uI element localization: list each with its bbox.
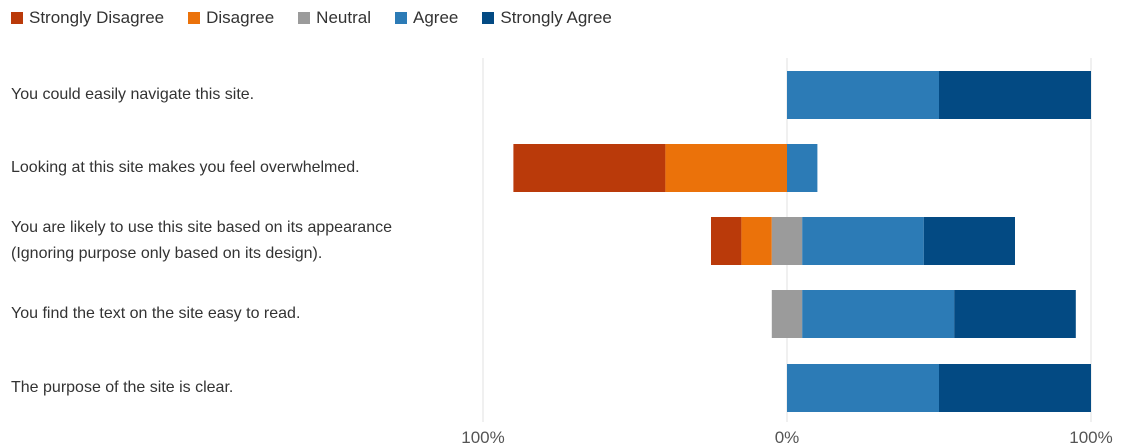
legend-swatch [482, 12, 495, 24]
legend-label: Strongly Disagree [29, 8, 165, 27]
category-label: Looking at this site makes you feel over… [11, 155, 461, 181]
bar-segment [939, 71, 1091, 119]
bar-segment [771, 290, 803, 338]
bar-segment [741, 217, 772, 265]
legend-label: Neutral [316, 8, 371, 27]
bar-segment [787, 71, 939, 119]
legend-item: Strongly Agree [482, 8, 612, 28]
category-label-line: The purpose of the site is clear. [11, 379, 234, 396]
bar-segment [787, 144, 818, 192]
category-label: You find the text on the site easy to re… [11, 301, 461, 327]
category-label-line: Looking at this site makes you feel over… [11, 159, 360, 176]
legend-swatch [298, 12, 311, 24]
legend-swatch [394, 12, 407, 24]
bar-segment [711, 217, 742, 265]
category-label-line: You are likely to use this site based on… [11, 219, 392, 236]
bar-segment [787, 364, 939, 412]
x-tick-label: 0% [775, 428, 800, 447]
legend-label: Strongly Agree [500, 8, 612, 27]
legend-item: Disagree [188, 8, 274, 28]
category-label-line: You find the text on the site easy to re… [11, 305, 301, 322]
category-label: You could easily navigate this site. [11, 82, 461, 108]
bar-segment [513, 144, 666, 192]
bar-segment [802, 290, 955, 338]
bar-segment [923, 217, 1015, 265]
category-label: You are likely to use this site based on… [11, 215, 461, 267]
bar-segment [954, 290, 1076, 338]
bar-segment [771, 217, 803, 265]
legend-label: Agree [412, 8, 459, 27]
legend-item: Agree [394, 8, 459, 28]
category-label: The purpose of the site is clear. [11, 375, 461, 401]
category-label-line: You could easily navigate this site. [11, 86, 255, 103]
bar-segment [939, 364, 1091, 412]
bar-segment [665, 144, 787, 192]
bar-segment [802, 217, 924, 265]
chart-legend: Strongly Disagree Disagree Neutral Agree Str… [11, 7, 636, 29]
x-tick-label: 100% [461, 428, 504, 447]
category-label-line: (Ignoring purpose only based on its desi… [11, 245, 323, 262]
legend-swatch [11, 12, 23, 24]
legend-swatch [188, 12, 201, 24]
legend-item: Strongly Disagree [11, 8, 164, 28]
legend-label: Disagree [206, 8, 275, 27]
legend-item: Neutral [298, 8, 371, 28]
x-tick-label: 100% [1069, 428, 1112, 447]
